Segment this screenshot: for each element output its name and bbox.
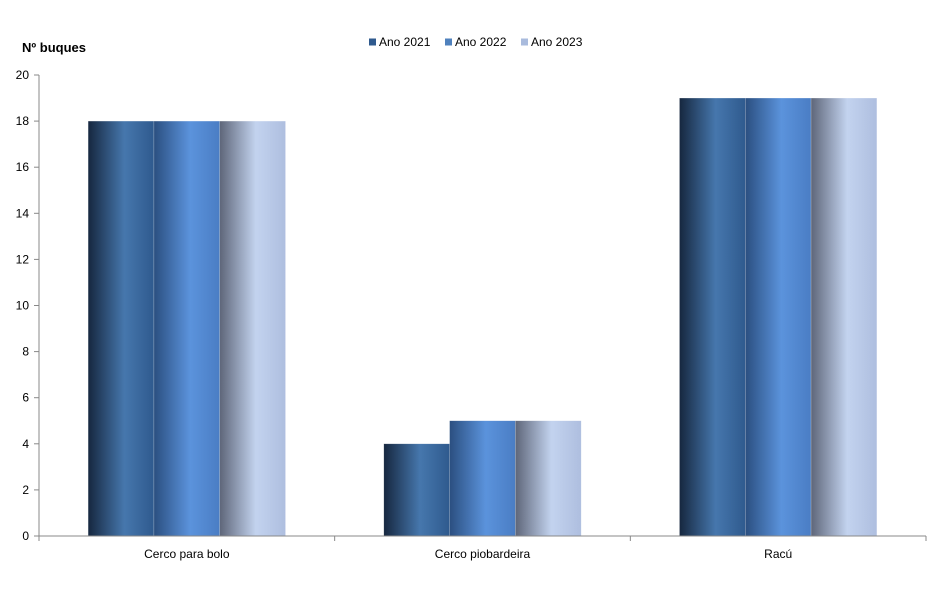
x-tick-label-cerco-para-bolo: Cerco para bolo xyxy=(144,547,230,561)
bar-ano-2023-racu xyxy=(810,97,878,537)
legend-label-ano-2021: Ano 2021 xyxy=(379,35,431,49)
y-tick-label: 8 xyxy=(22,345,29,359)
y-tick-label: 16 xyxy=(16,160,30,174)
bar-ano-2023-cerco-para-bolo xyxy=(219,120,286,537)
y-tick-label: 18 xyxy=(16,114,30,128)
y-tick-label: 14 xyxy=(16,206,30,220)
y-tick-label: 20 xyxy=(16,68,30,82)
y-tick-label: 12 xyxy=(16,252,30,266)
bar-ano-2022-cerco-piobardeira xyxy=(449,420,516,537)
bar-ano-2021-racu xyxy=(679,97,746,537)
bar-ano-2023-cerco-piobardeira xyxy=(515,420,582,537)
legend-label-ano-2023: Ano 2023 xyxy=(531,35,583,49)
y-tick-label: 2 xyxy=(22,483,29,497)
y-axis-label: Nº buques xyxy=(22,40,86,55)
y-tick-label: 4 xyxy=(22,437,29,451)
legend-swatch-ano-2023 xyxy=(521,38,528,46)
legend-label-ano-2022: Ano 2022 xyxy=(455,35,507,49)
bar-ano-2022-racu xyxy=(745,97,812,537)
x-tick-label-cerco-piobardeira: Cerco piobardeira xyxy=(435,547,531,561)
y-tick-label: 6 xyxy=(22,391,29,405)
x-axis-ticks: Cerco para bolo Cerco piobardeira Racú xyxy=(38,536,927,561)
y-tick-label: 0 xyxy=(22,529,29,543)
bar-ano-2021-cerco-piobardeira xyxy=(383,443,450,537)
bars-group xyxy=(87,97,878,537)
x-tick-label-racu: Racú xyxy=(764,547,792,561)
y-tick-label: 10 xyxy=(16,299,30,313)
bar-ano-2022-cerco-para-bolo xyxy=(153,120,220,537)
legend-swatch-ano-2022 xyxy=(445,38,452,46)
legend: Ano 2021 Ano 2022 Ano 2023 xyxy=(369,35,583,49)
legend-swatch-ano-2021 xyxy=(369,38,376,46)
y-axis-ticks: 0 2 4 6 8 10 12 14 16 18 20 xyxy=(16,68,39,543)
bar-ano-2021-cerco-para-bolo xyxy=(87,120,155,537)
